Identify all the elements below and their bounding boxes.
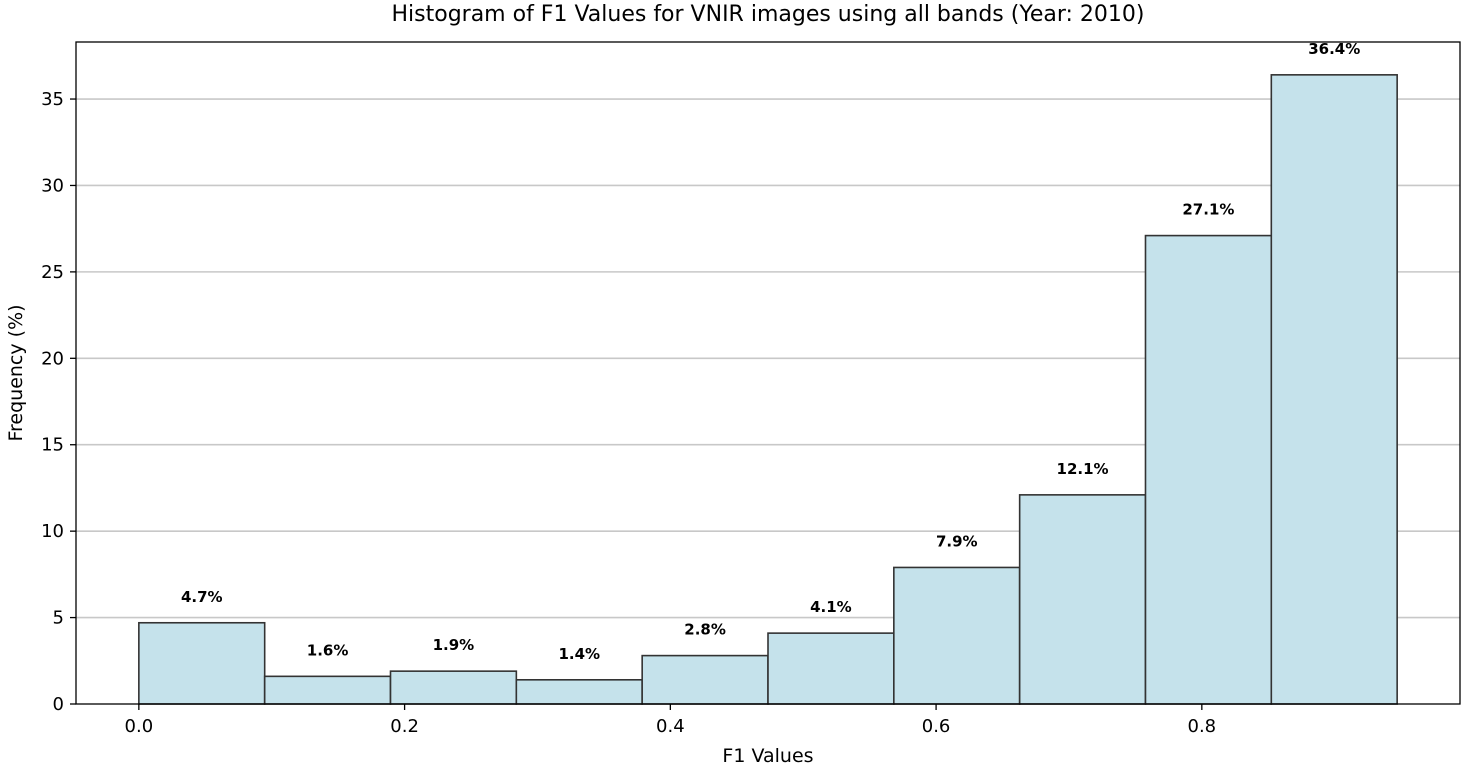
histogram-bar (263, 675, 392, 705)
histogram-bar (641, 654, 769, 705)
histogram-bar (893, 566, 1021, 705)
histogram-bar (767, 632, 895, 705)
bar-value-label: 36.4% (1308, 40, 1360, 58)
x-tick-label: 0.4 (656, 716, 685, 737)
bar-value-label: 12.1% (1057, 460, 1109, 478)
y-tick-label: 30 (41, 175, 64, 196)
bar-value-label: 2.8% (684, 621, 726, 639)
x-tick-label: 0.0 (125, 716, 154, 737)
y-tick-label: 0 (53, 694, 64, 715)
histogram-bar (138, 621, 266, 705)
y-tick-label: 5 (53, 608, 64, 629)
plot-frame (75, 41, 1461, 705)
bar-value-labels: 4.7% 1.6% 1.9% 1.4% 2.8% 4.1% 7.9% 12.1% 27.1% 36… (181, 40, 1360, 663)
x-tick-label: 0.8 (1188, 716, 1217, 737)
y-tick-label: 15 (41, 435, 64, 456)
x-axis-ticks: 0.0 0.2 0.4 0.6 0.8 (125, 704, 1217, 737)
y-axis-ticks: 0 5 10 15 20 25 30 35 (41, 89, 76, 715)
y-tick-label: 10 (41, 521, 64, 542)
bar-value-label: 7.9% (936, 532, 978, 550)
x-axis-label: F1 Values (722, 745, 813, 767)
y-tick-label: 35 (41, 89, 64, 110)
x-tick-label: 0.6 (922, 716, 951, 737)
y-tick-label: 20 (41, 348, 64, 369)
histogram-bar (515, 679, 643, 705)
chart-title: Histogram of F1 Values for VNIR images u… (391, 2, 1144, 27)
histogram-bar (1018, 494, 1147, 705)
bar-value-label: 4.7% (181, 588, 223, 606)
bar-value-label: 1.6% (307, 641, 349, 659)
y-axis-label: Frequency (%) (5, 304, 27, 441)
bar-value-label: 1.9% (433, 636, 475, 654)
histogram-bar (1270, 74, 1398, 705)
bar-value-label: 4.1% (810, 598, 852, 616)
histogram-bar (1144, 234, 1273, 705)
histogram-bar (389, 670, 518, 705)
bar-value-label: 27.1% (1182, 201, 1234, 219)
bar-value-label: 1.4% (558, 645, 600, 663)
x-tick-label: 0.2 (390, 716, 419, 737)
y-tick-label: 25 (41, 262, 64, 283)
histogram-bars (138, 74, 1398, 705)
y-gridlines (76, 98, 1460, 619)
